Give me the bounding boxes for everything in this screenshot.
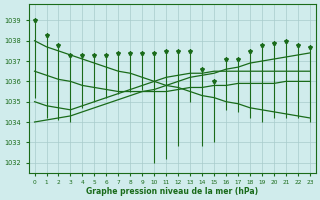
X-axis label: Graphe pression niveau de la mer (hPa): Graphe pression niveau de la mer (hPa): [86, 187, 258, 196]
